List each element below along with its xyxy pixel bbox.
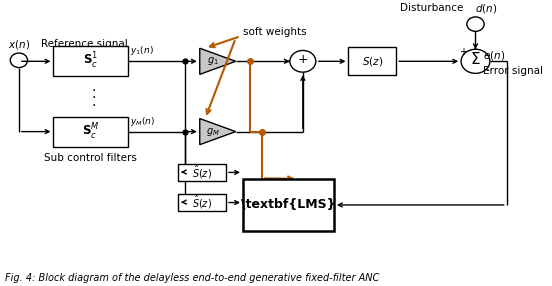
- Bar: [54, 46, 128, 76]
- Text: $\cdot$: $\cdot$: [91, 97, 95, 111]
- Text: -: -: [486, 65, 490, 75]
- Circle shape: [290, 50, 316, 72]
- Text: $y_1(n)$: $y_1(n)$: [130, 44, 154, 57]
- Bar: [348, 47, 396, 76]
- Text: +: +: [459, 47, 468, 57]
- Text: $x(n)$: $x(n)$: [8, 38, 30, 51]
- Text: +: +: [298, 53, 308, 66]
- Text: $d(n)$: $d(n)$: [475, 1, 498, 15]
- Text: $g_M$: $g_M$: [206, 126, 220, 138]
- Circle shape: [10, 53, 28, 67]
- Text: $S(z)$: $S(z)$: [362, 55, 383, 68]
- Bar: [178, 164, 226, 181]
- Bar: [243, 179, 334, 231]
- Text: Sub control filters: Sub control filters: [44, 153, 137, 163]
- Polygon shape: [200, 48, 236, 74]
- Polygon shape: [200, 119, 236, 145]
- Text: $\hat{S}(z)$: $\hat{S}(z)$: [192, 194, 212, 211]
- Text: Fig. 4: Block diagram of the delayless end-to-end generative fixed-filter ANC: Fig. 4: Block diagram of the delayless e…: [6, 273, 380, 283]
- Text: Error signal: Error signal: [482, 66, 543, 76]
- Text: $\cdot$: $\cdot$: [91, 90, 95, 104]
- Circle shape: [467, 17, 484, 31]
- Text: $e(n)$: $e(n)$: [482, 49, 505, 62]
- Text: \textbf{LMS}: \textbf{LMS}: [241, 198, 336, 211]
- Text: $y_M(n)$: $y_M(n)$: [130, 115, 155, 128]
- Bar: [54, 117, 128, 147]
- Text: $\mathbf{S}_c^1$: $\mathbf{S}_c^1$: [83, 51, 98, 71]
- Text: Disturbance: Disturbance: [400, 3, 464, 13]
- Text: $\mathbf{S}_c^M$: $\mathbf{S}_c^M$: [82, 122, 99, 142]
- Text: Reference signal: Reference signal: [40, 39, 128, 49]
- Text: $\cdot$: $\cdot$: [91, 82, 95, 96]
- Bar: [178, 194, 226, 211]
- Text: $\Sigma$: $\Sigma$: [470, 51, 481, 67]
- Text: $g_1$: $g_1$: [208, 55, 219, 67]
- Text: $\hat{S}(z)$: $\hat{S}(z)$: [192, 164, 212, 181]
- Circle shape: [461, 49, 490, 73]
- Text: soft weights: soft weights: [243, 27, 306, 37]
